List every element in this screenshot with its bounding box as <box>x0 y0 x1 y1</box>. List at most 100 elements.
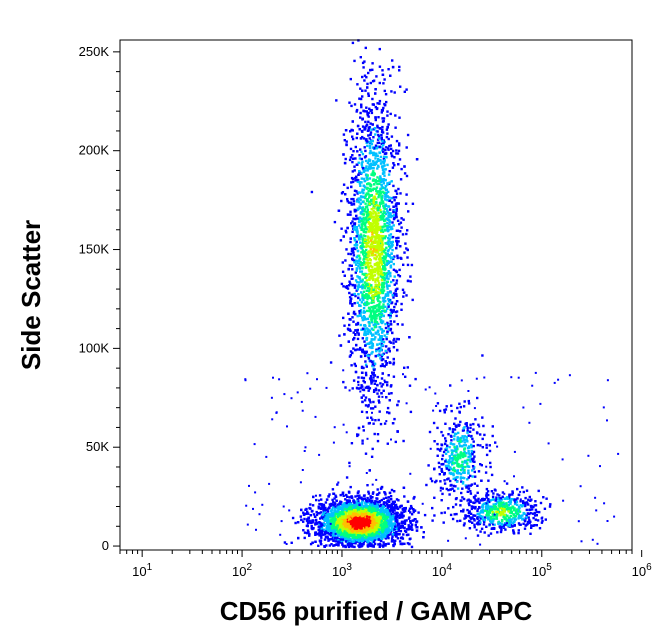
data-point <box>329 504 332 508</box>
data-point <box>353 259 356 262</box>
data-point <box>342 535 345 538</box>
data-point <box>359 496 362 500</box>
data-point <box>383 543 386 546</box>
data-point <box>362 170 366 174</box>
data-point <box>376 513 379 517</box>
data-point <box>392 522 395 525</box>
data-point <box>402 295 405 298</box>
data-point <box>379 300 382 304</box>
data-point <box>381 309 384 313</box>
data-point <box>379 255 382 258</box>
data-point <box>362 137 366 140</box>
data-point <box>324 532 328 535</box>
data-point <box>417 511 420 514</box>
data-point <box>378 500 382 503</box>
data-point <box>342 494 345 497</box>
data-point <box>314 540 317 543</box>
data-point <box>400 504 403 507</box>
data-point <box>378 491 381 495</box>
data-point <box>339 493 342 497</box>
data-point <box>390 504 393 507</box>
data-point <box>341 543 344 546</box>
data-point <box>371 514 375 517</box>
data-point <box>392 296 395 299</box>
data-point <box>358 281 361 284</box>
data-point <box>323 533 326 536</box>
data-point <box>346 537 349 540</box>
data-point <box>367 389 370 392</box>
data-point <box>387 219 390 222</box>
data-point <box>367 540 370 543</box>
data-point <box>431 506 434 510</box>
data-point <box>336 540 340 543</box>
data-point <box>403 542 406 545</box>
data-point <box>352 150 355 153</box>
data-point <box>372 244 375 248</box>
data-point <box>319 507 323 511</box>
data-point <box>367 290 371 293</box>
data-point <box>332 504 336 507</box>
data-point <box>372 235 375 238</box>
data-point <box>411 202 415 205</box>
data-point <box>361 337 364 340</box>
data-point <box>336 536 339 539</box>
data-point <box>394 211 398 215</box>
data-point <box>353 302 356 305</box>
data-point <box>361 507 364 510</box>
data-point <box>362 388 366 392</box>
data-point <box>356 261 359 265</box>
data-point <box>378 249 381 252</box>
data-point <box>388 234 391 237</box>
data-point <box>333 497 336 500</box>
data-point <box>369 189 372 193</box>
data-point <box>311 504 315 507</box>
data-point <box>412 497 415 500</box>
data-point <box>369 499 372 502</box>
data-point <box>300 508 303 512</box>
data-point <box>385 156 388 159</box>
data-point <box>406 229 409 232</box>
data-point <box>391 221 394 224</box>
data-point <box>396 287 399 290</box>
data-point <box>374 419 377 422</box>
data-point <box>360 519 363 523</box>
data-point <box>342 519 346 522</box>
data-point <box>376 223 379 227</box>
data-point <box>346 186 349 190</box>
data-point <box>400 302 403 306</box>
data-point <box>381 530 384 534</box>
data-point <box>390 201 394 204</box>
data-point <box>350 222 353 225</box>
data-point <box>351 387 354 390</box>
data-point <box>390 196 393 200</box>
data-point <box>354 294 357 298</box>
data-point <box>335 99 338 102</box>
data-point <box>392 262 395 266</box>
data-point <box>373 289 377 292</box>
data-point <box>375 493 379 496</box>
data-point <box>341 511 344 514</box>
data-point <box>371 68 374 71</box>
data-point <box>352 512 355 515</box>
data-point <box>387 277 390 280</box>
data-point <box>370 288 373 291</box>
data-point <box>353 514 356 517</box>
data-point <box>362 318 366 321</box>
data-point <box>352 506 355 509</box>
data-point <box>382 247 385 251</box>
data-point <box>364 386 367 389</box>
data-point <box>394 505 397 508</box>
data-point <box>382 523 385 526</box>
data-point <box>364 149 367 153</box>
data-point <box>375 348 378 351</box>
data-point <box>359 516 362 519</box>
data-point <box>384 531 388 534</box>
data-point <box>319 540 322 543</box>
data-point <box>391 248 394 252</box>
data-point <box>356 331 359 334</box>
data-point <box>354 516 357 519</box>
data-point <box>374 187 378 191</box>
data-point <box>389 320 392 323</box>
data-point <box>362 513 366 516</box>
data-point <box>394 310 398 314</box>
